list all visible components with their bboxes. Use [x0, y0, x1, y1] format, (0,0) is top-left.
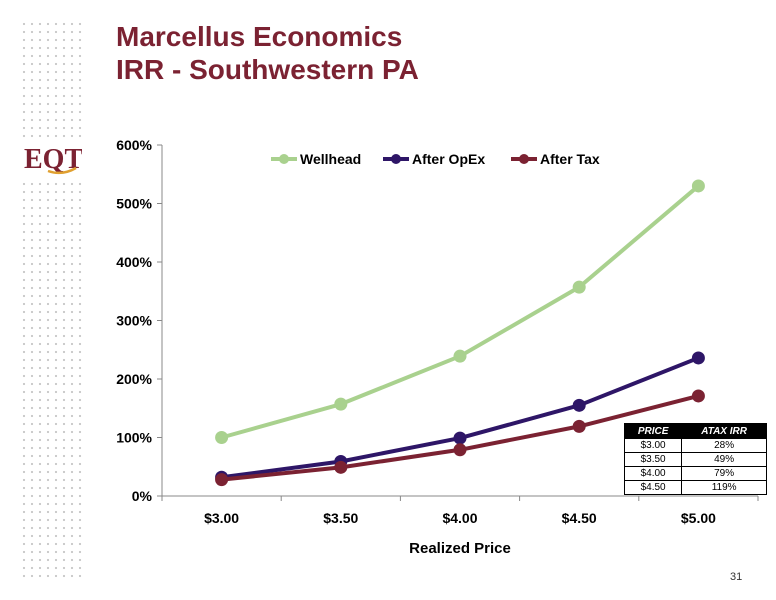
series-2-point — [691, 389, 705, 403]
background-dot-pattern — [20, 20, 82, 580]
series-1-point — [691, 351, 705, 365]
irr-table-header-price: PRICE — [623, 423, 683, 439]
eqt-logo: EQT — [22, 138, 83, 178]
table-cell-irr: 119% — [681, 480, 767, 495]
table-cell-price: $3.00 — [623, 438, 683, 453]
legend-label: After Tax — [540, 151, 600, 167]
irr-table: PRICE ATAX IRR $3.00 28% $3.50 49% $4.00… — [623, 423, 767, 495]
legend-swatch-marker — [391, 154, 401, 164]
legend-label: After OpEx — [412, 151, 485, 167]
series-1-point — [572, 398, 586, 412]
table-cell-price: $4.00 — [623, 466, 683, 481]
slide-title: Marcellus Economics IRR - Southwestern P… — [116, 20, 419, 86]
y-tick-label: 100% — [116, 430, 152, 446]
table-cell-irr: 79% — [681, 466, 767, 481]
table-cell-price: $3.50 — [623, 452, 683, 467]
x-tick-label: $3.50 — [323, 510, 358, 526]
x-axis-label: Realized Price — [409, 540, 511, 557]
series-0-point — [453, 349, 467, 363]
series-0-point — [334, 397, 348, 411]
table-row: $4.00 79% — [623, 466, 767, 481]
table-cell-price: $4.50 — [623, 480, 683, 495]
irr-table-header-irr: ATAX IRR — [681, 423, 767, 439]
table-cell-irr: 49% — [681, 452, 767, 467]
series-2-point — [453, 443, 467, 457]
series-line-0 — [221, 184, 700, 440]
y-tick-label: 600% — [116, 137, 152, 153]
y-tick-label: 500% — [116, 196, 152, 212]
y-tick-label: 400% — [116, 254, 152, 270]
chart-legend: Wellhead After OpEx After Tax — [271, 151, 600, 167]
y-tick-label: 200% — [116, 371, 152, 387]
x-tick-label: $4.50 — [562, 510, 597, 526]
legend-swatch-marker — [519, 154, 529, 164]
series-2-point — [334, 460, 348, 474]
chart-axes: 0%100%200%300%400%500%600%$3.00 $3.50 $4.0… — [116, 137, 759, 526]
table-row: $4.50 119% — [623, 480, 767, 495]
y-tick-label: 0% — [132, 488, 153, 504]
x-tick-label: $5.00 — [681, 510, 716, 526]
series-2-point — [572, 419, 586, 433]
y-tick-label: 300% — [116, 313, 152, 329]
series-0-point — [572, 280, 586, 294]
series-0-point — [691, 179, 705, 193]
legend-label: Wellhead — [300, 151, 361, 167]
x-tick-label: $4.00 — [442, 510, 477, 526]
chart-series — [215, 179, 705, 487]
table-row: $3.00 28% — [623, 438, 767, 453]
title-line-1: Marcellus Economics — [116, 21, 403, 52]
irr-table-header-row: PRICE ATAX IRR — [623, 423, 767, 439]
series-2-point — [215, 473, 229, 487]
table-row: $3.50 49% — [623, 452, 767, 467]
table-cell-irr: 28% — [681, 438, 767, 453]
series-1-point — [453, 431, 467, 445]
title-line-2: IRR - Southwestern PA — [116, 54, 419, 85]
series-0-point — [215, 431, 229, 444]
x-tick-label: $3.00 — [204, 510, 239, 526]
legend-swatch-marker — [279, 154, 289, 164]
page-number: 31 — [730, 571, 743, 583]
